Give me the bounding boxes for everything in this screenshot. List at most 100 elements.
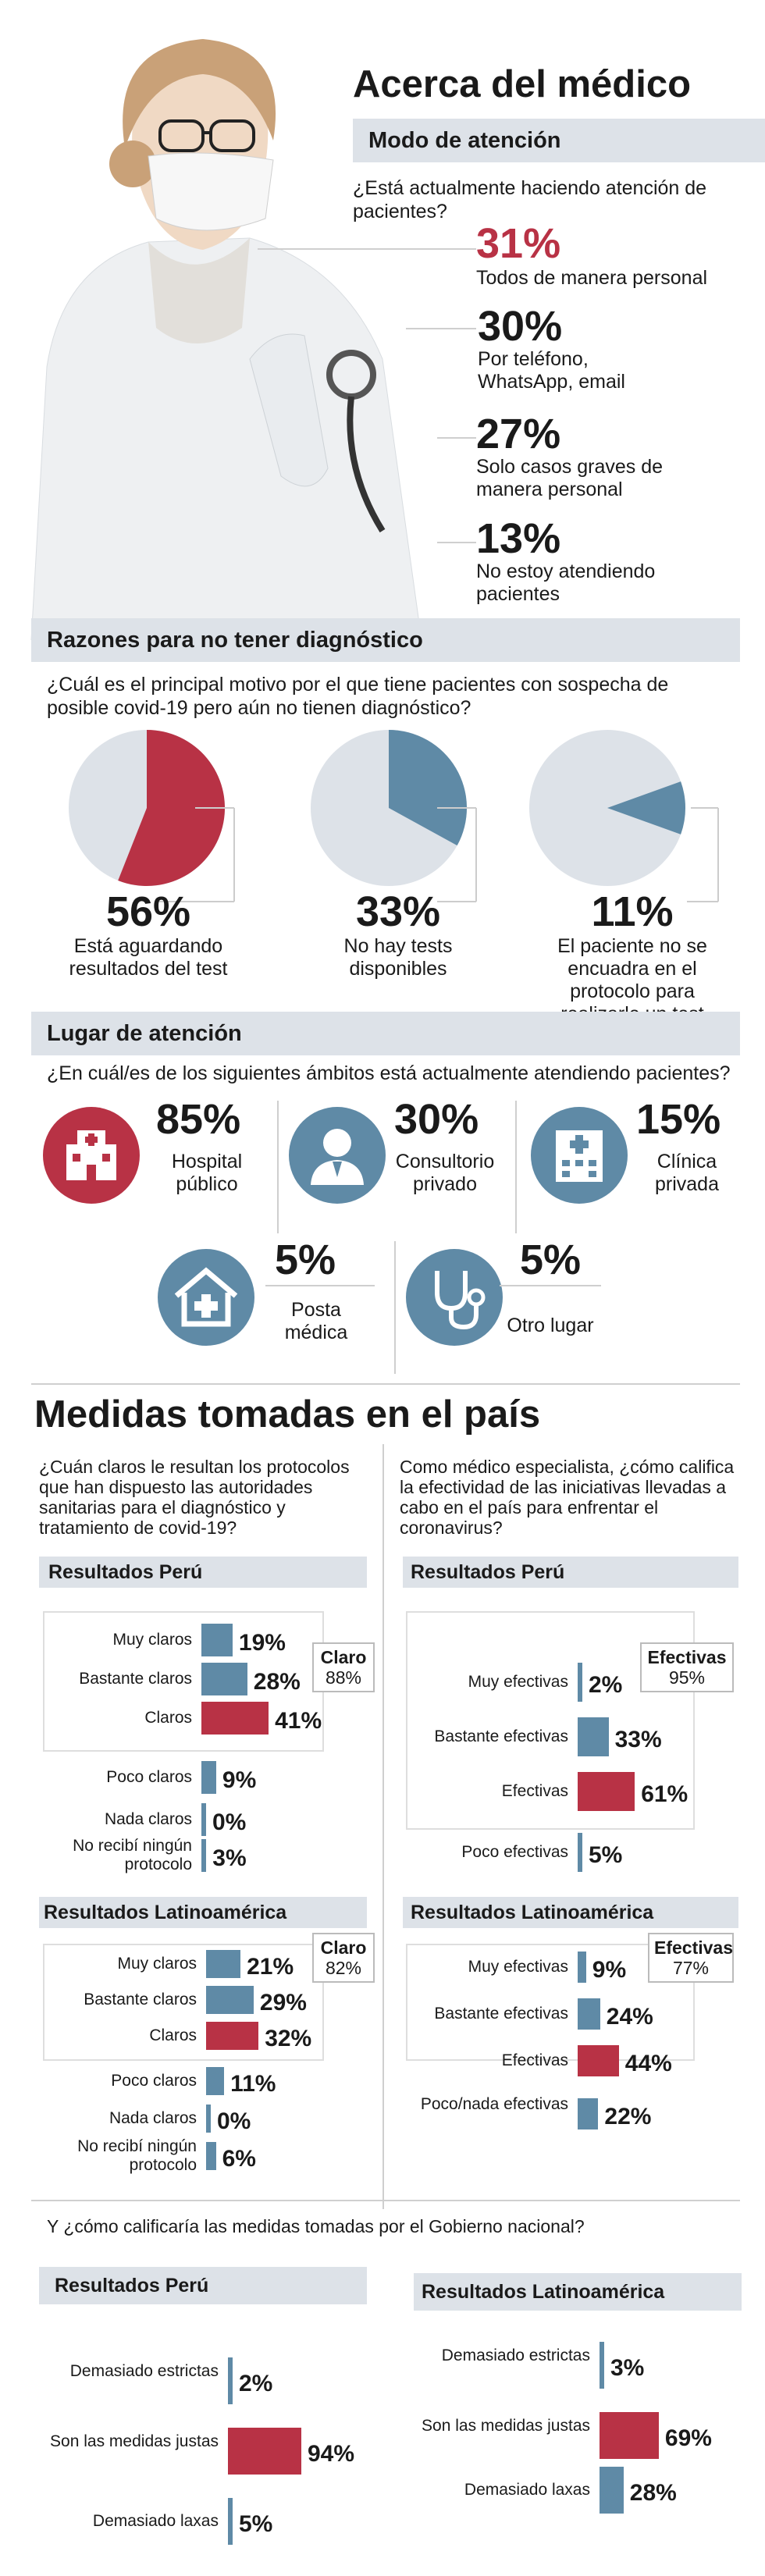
bar-label: Muy efectivas: [468, 1673, 568, 1691]
bar-label: Demasiado estrictas: [441, 2347, 590, 2364]
underline: [500, 1285, 601, 1286]
reason-pct-notests: 33%: [355, 888, 441, 935]
mode-pct-none: 13%: [476, 515, 561, 562]
right-peru-box: [406, 1611, 695, 1830]
reason-label-awaiting: Está aguardando resultados del test: [69, 935, 228, 980]
mode-label-phone: Por teléfono, WhatsApp, email: [478, 348, 625, 393]
place-pct-post: 5%: [275, 1236, 336, 1283]
place-pct-office: 30%: [394, 1096, 479, 1143]
bar-label: Efectivas: [501, 1782, 568, 1800]
mode-pct-severe: 27%: [476, 411, 561, 457]
bar-value: 5%: [239, 2511, 273, 2537]
bar-value: 28%: [253, 1669, 301, 1695]
about-title: Acerca del médico: [353, 63, 692, 105]
bar-label: Bastante efectivas: [434, 2005, 568, 2023]
divider: [515, 1101, 517, 1233]
bar: [578, 1833, 582, 1872]
bar-value: 44%: [624, 2051, 672, 2076]
bar-label: No recibí ningún protocolo: [77, 2137, 197, 2174]
bar-label: Efectivas: [501, 2051, 568, 2069]
bar-value: 0%: [217, 2108, 251, 2134]
place-label-clinic: Clínica privada: [655, 1151, 719, 1195]
bar: [578, 1772, 635, 1811]
bar-label: Muy claros: [112, 1631, 192, 1649]
bar-label: Muy claros: [117, 1955, 197, 1973]
leader-line: [258, 248, 476, 250]
bar-value: 6%: [222, 2146, 256, 2172]
bar-value: 19%: [238, 1630, 286, 1656]
left-peru-header: Resultados Perú: [39, 1557, 367, 1588]
bar: [578, 2098, 599, 2129]
place-pct-clinic: 15%: [636, 1096, 721, 1143]
right-peru-header: Resultados Perú: [403, 1557, 738, 1588]
bar-value: 33%: [614, 1727, 662, 1752]
bar-label: Demasiado laxas: [464, 2481, 590, 2499]
bar-label: Claros: [149, 2026, 197, 2044]
bar-value: 3%: [610, 2355, 645, 2381]
place-pct-hospital: 85%: [156, 1096, 241, 1143]
bar-value: 21%: [247, 1954, 294, 1980]
reason-pct-protocol: 11%: [591, 888, 674, 935]
divider: [394, 1241, 396, 1374]
place-question: ¿En cuál/es de los siguientes ámbitos es…: [47, 1062, 731, 1084]
leader-line: [406, 328, 476, 329]
bar-label: Demasiado laxas: [92, 2512, 219, 2530]
divider: [31, 2200, 740, 2201]
bar: [206, 2022, 259, 2050]
gov-peru-header: Resultados Perú: [39, 2267, 367, 2304]
right-latam-box: [406, 1944, 695, 2061]
bar: [206, 1986, 254, 2014]
right-latam-total: Efectivas 77%: [648, 1933, 734, 1983]
bar: [578, 1952, 586, 1983]
bar: [600, 2412, 659, 2459]
right-peru-total: Efectivas 95%: [640, 1642, 734, 1692]
section-bar-mode: [353, 119, 765, 162]
bar: [206, 1950, 241, 1978]
bar-label: No recibí ningún protocolo: [73, 1837, 192, 1873]
bar-value: 41%: [275, 1708, 322, 1734]
place-pct-other: 5%: [520, 1236, 582, 1283]
section-bar-reasons: [31, 618, 740, 662]
gov-question: Y ¿cómo calificaría las medidas tomadas …: [47, 2216, 585, 2236]
place-label-hospital: Hospital público: [171, 1151, 243, 1195]
leader-line: [437, 437, 476, 439]
bar-label: Demasiado estrictas: [69, 2362, 219, 2380]
clinic-icon: [531, 1107, 628, 1204]
divider: [277, 1101, 279, 1233]
bar-label: Bastante claros: [79, 1670, 192, 1688]
bar-value: 29%: [259, 1990, 307, 2016]
house-cross-icon: [158, 1249, 254, 1346]
bar-value: 3%: [212, 1845, 247, 1871]
bar: [201, 1839, 207, 1872]
bar: [600, 2342, 604, 2389]
bar: [201, 1702, 269, 1735]
pie-slice: [607, 781, 685, 834]
bar: [600, 2467, 624, 2514]
bar-label: Son las medidas justas: [422, 2417, 590, 2435]
underline: [265, 1285, 375, 1286]
bar-value: 94%: [308, 2441, 355, 2467]
left-latam-total: Claro 82%: [312, 1933, 375, 1983]
bar-value: 61%: [641, 1781, 688, 1807]
bar-label: Claros: [144, 1709, 192, 1727]
gov-latam-header: Resultados Latinoamérica: [414, 2273, 742, 2311]
right-question: Como médico especialista, ¿cómo califica…: [400, 1457, 735, 1538]
bar: [201, 1663, 247, 1695]
bar-label: Poco/nada efectivas: [420, 2095, 568, 2113]
bar-label: Nada claros: [109, 2109, 197, 2127]
bar: [206, 2067, 225, 2095]
measures-title: Medidas tomadas en el país: [34, 1393, 541, 1436]
bar-value: 11%: [230, 2071, 276, 2097]
bar-value: 28%: [629, 2480, 677, 2506]
place-label-post: Posta médica: [284, 1299, 348, 1343]
mode-pct-phone: 30%: [478, 303, 563, 350]
section-bar-place-label: Lugar de atención: [47, 1021, 242, 1046]
bar-label: Bastante claros: [84, 1991, 197, 2008]
doctor-illustration: [30, 39, 422, 640]
bar: [228, 2498, 233, 2545]
left-latam-header: Resultados Latinoamérica: [39, 1897, 367, 1928]
bar: [201, 1761, 216, 1794]
bar: [206, 2142, 216, 2170]
doctor-icon: [289, 1107, 386, 1204]
bar-value: 2%: [589, 1672, 623, 1698]
